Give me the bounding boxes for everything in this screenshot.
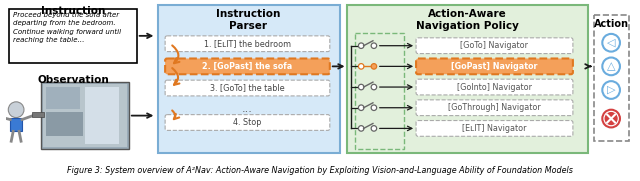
Circle shape (371, 43, 377, 49)
Bar (595, 15, 628, 141)
Circle shape (358, 64, 364, 69)
FancyBboxPatch shape (416, 121, 573, 136)
Circle shape (8, 102, 24, 118)
Circle shape (371, 126, 377, 131)
FancyBboxPatch shape (416, 100, 573, 116)
Bar (348, 5, 588, 153)
Bar (9, 9, 137, 63)
Bar (45, 87, 80, 109)
Bar (40, 82, 129, 149)
Text: Instruction
Parser: Instruction Parser (216, 9, 280, 31)
Circle shape (358, 126, 364, 131)
Text: △: △ (607, 61, 616, 71)
Circle shape (358, 43, 364, 49)
Circle shape (371, 105, 377, 110)
FancyBboxPatch shape (165, 115, 330, 130)
Text: ...: ... (242, 104, 253, 114)
Text: ▷: ▷ (607, 85, 616, 95)
Text: Observation: Observation (37, 75, 109, 85)
Text: 3. [GoTo] the table: 3. [GoTo] the table (210, 84, 285, 92)
Bar (32, 112, 44, 117)
Text: 2. [GoPast] the sofa: 2. [GoPast] the sofa (202, 62, 292, 71)
FancyBboxPatch shape (165, 80, 330, 96)
Text: 1. [EʟIT] the bedroom: 1. [EʟIT] the bedroom (204, 39, 291, 48)
FancyBboxPatch shape (416, 38, 573, 54)
Circle shape (371, 64, 377, 69)
Text: Action: Action (594, 19, 628, 29)
FancyBboxPatch shape (165, 36, 330, 52)
Circle shape (371, 84, 377, 90)
Bar (10, 118, 22, 131)
Text: [GoTo] Navigator: [GoTo] Navigator (461, 41, 529, 50)
Circle shape (358, 105, 364, 110)
Text: [GoPast] Navigator: [GoPast] Navigator (451, 62, 538, 71)
FancyBboxPatch shape (165, 58, 330, 74)
Text: Proceed beyond the sofa after
departing from the bedroom.
Continue walking forwa: Proceed beyond the sofa after departing … (13, 12, 122, 43)
Text: Figure 3: System overview of A²Nav: Action-Aware Navigation by Exploiting Vision: Figure 3: System overview of A²Nav: Acti… (67, 166, 573, 175)
Bar (84, 87, 119, 144)
Text: Action-Aware
Navigation Policy: Action-Aware Navigation Policy (415, 9, 518, 31)
Text: [GoThrough] Navigator: [GoThrough] Navigator (448, 103, 541, 112)
Bar (355, 33, 404, 149)
Circle shape (605, 113, 617, 125)
Circle shape (358, 84, 364, 90)
FancyBboxPatch shape (416, 79, 573, 95)
Text: [GoInto] Navigator: [GoInto] Navigator (457, 83, 532, 92)
Text: [EʟIT] Navigator: [EʟIT] Navigator (462, 124, 527, 133)
FancyBboxPatch shape (416, 58, 573, 74)
Text: Instruction: Instruction (41, 6, 105, 16)
Bar (45, 112, 83, 136)
Bar (158, 5, 340, 153)
Text: ◁: ◁ (607, 38, 616, 48)
Bar (43, 84, 127, 147)
Text: 4. Stop: 4. Stop (233, 118, 262, 127)
